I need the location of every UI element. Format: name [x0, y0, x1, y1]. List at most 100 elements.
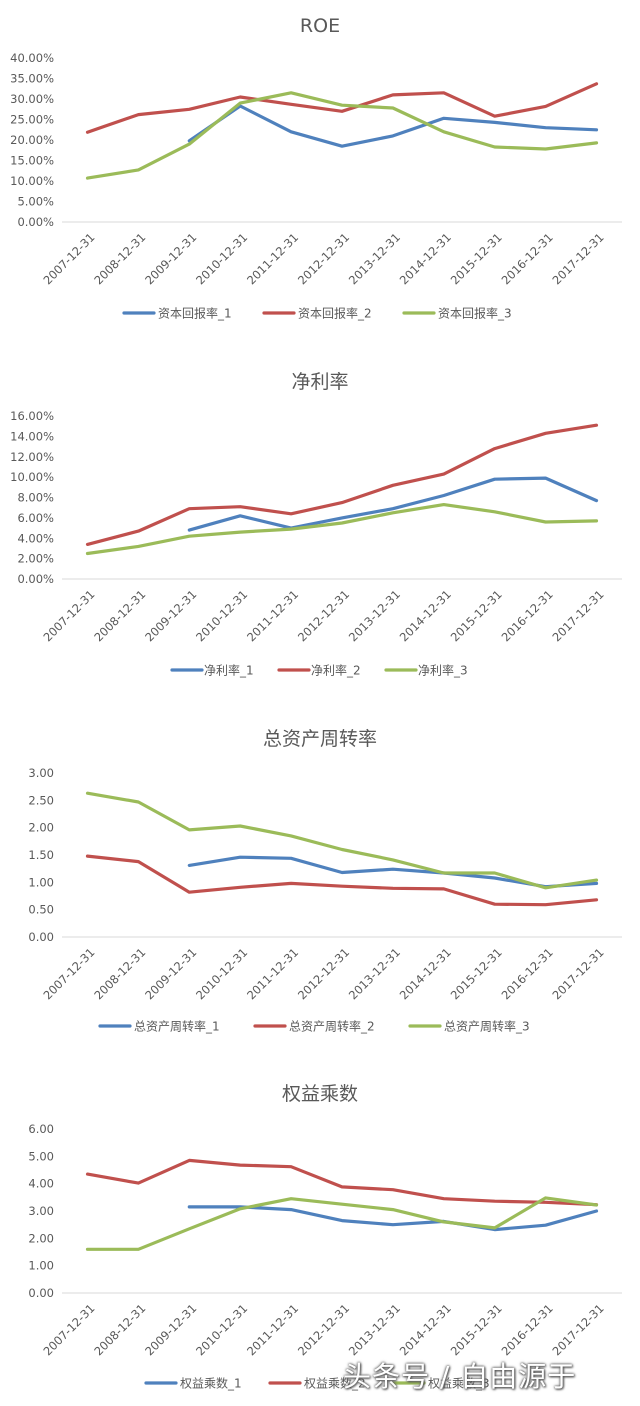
x-tick-label: 2016-12-31	[499, 945, 556, 1002]
y-tick-label: 10.00%	[10, 174, 54, 188]
x-tick-label: 2017-12-31	[550, 230, 607, 287]
x-tick-label: 2013-12-31	[346, 945, 403, 1002]
series-line-3	[85, 91, 599, 180]
series-line-3	[85, 791, 599, 890]
legend-label-2: 资本回报率_2	[298, 306, 372, 321]
chart-3: 总资产周转率 0.00 0.50 1.00 1.50 2.00 2.50 3.00 2007-1…	[28, 728, 622, 1034]
x-tick-label: 2014-12-31	[397, 945, 454, 1002]
x-tick-label: 2011-12-31	[244, 587, 301, 644]
series-line-3	[85, 1196, 599, 1251]
y-tick-label: 14.00%	[10, 429, 54, 443]
y-tick-label: 1.00	[28, 875, 54, 889]
y-tick-label: 8.00%	[17, 491, 54, 505]
x-tick-label: 2012-12-31	[295, 945, 352, 1002]
x-tick-label: 2016-12-31	[499, 1301, 556, 1358]
x-tick-label: 2016-12-31	[499, 230, 556, 287]
y-tick-label: 16.00%	[10, 409, 54, 423]
y-tick-label: 0.00%	[17, 215, 54, 229]
x-tick-label: 2010-12-31	[193, 230, 250, 287]
series-line-2	[85, 423, 599, 547]
y-tick-label: 4.00%	[17, 531, 54, 545]
series-line-2	[85, 82, 599, 134]
y-tick-label: 35.00%	[10, 72, 54, 86]
y-tick-label: 12.00%	[10, 450, 54, 464]
legend-label-1: 权益乘数_1	[180, 1376, 242, 1391]
legend-label-3: 净利率_3	[418, 663, 468, 678]
x-tick-label: 2009-12-31	[142, 587, 199, 644]
chart-4: 权益乘数 0.00 1.00 2.00 3.00 4.00 5.00 6.00 2007-12-…	[28, 1083, 622, 1391]
chart-1: ROE 0.00% 5.00% 10.00% 15.00% 20.00% 25.00% 30.…	[10, 15, 622, 321]
x-tick-label: 2014-12-31	[397, 1301, 454, 1358]
chart-2: 净利率 0.00% 2.00% 4.00% 6.00% 8.00% 10.00% 12.00%…	[10, 371, 622, 678]
x-tick-label: 2012-12-31	[295, 1301, 352, 1358]
legend-label-3: 资本回报率_3	[438, 306, 512, 321]
x-tick-label: 2012-12-31	[295, 587, 352, 644]
y-tick-label: 5.00	[28, 1149, 54, 1163]
x-tick-label: 2013-12-31	[346, 1301, 403, 1358]
y-tick-label: 4.00	[28, 1177, 54, 1191]
series-line-1	[187, 855, 599, 889]
y-tick-label: 2.00%	[17, 552, 54, 566]
y-tick-label: 20.00%	[10, 133, 54, 147]
y-tick-label: 6.00%	[17, 511, 54, 525]
series-line-2	[85, 1158, 599, 1207]
y-tick-label: 0.00	[28, 1286, 54, 1300]
chart-title: ROE	[300, 15, 340, 37]
legend-label-3: 权益乘数_3	[428, 1376, 490, 1391]
y-tick-label: 3.00	[28, 1204, 54, 1218]
y-tick-label: 3.00	[28, 766, 54, 780]
legend-label-1: 总资产周转率_1	[134, 1019, 220, 1034]
x-tick-label: 2013-12-31	[346, 230, 403, 287]
x-tick-label: 2007-12-31	[40, 230, 97, 287]
series-line-3	[85, 503, 599, 556]
series-line-1	[187, 476, 599, 532]
x-tick-label: 2017-12-31	[550, 945, 607, 1002]
y-tick-label: 1.50	[28, 848, 54, 862]
x-tick-label: 2008-12-31	[91, 1301, 148, 1358]
x-tick-label: 2017-12-31	[550, 587, 607, 644]
x-tick-label: 2015-12-31	[448, 230, 505, 287]
x-tick-label: 2009-12-31	[142, 230, 199, 287]
x-tick-label: 2013-12-31	[346, 587, 403, 644]
x-tick-label: 2011-12-31	[244, 1301, 301, 1358]
y-tick-label: 0.50	[28, 903, 54, 917]
x-tick-label: 2007-12-31	[40, 945, 97, 1002]
x-tick-label: 2014-12-31	[397, 230, 454, 287]
legend-label-1: 净利率_1	[204, 663, 254, 678]
y-tick-label: 2.00	[28, 1231, 54, 1245]
x-tick-label: 2010-12-31	[193, 587, 250, 644]
legend-label-2: 总资产周转率_2	[289, 1019, 375, 1034]
y-tick-label: 0.00%	[17, 572, 54, 586]
y-tick-label: 2.50	[28, 793, 54, 807]
y-tick-label: 25.00%	[10, 113, 54, 127]
y-tick-label: 5.00%	[17, 195, 54, 209]
x-tick-label: 2011-12-31	[244, 945, 301, 1002]
y-tick-label: 1.00	[28, 1259, 54, 1273]
y-tick-label: 30.00%	[10, 92, 54, 106]
y-tick-label: 6.00	[28, 1122, 54, 1136]
chart-title: 权益乘数	[282, 1083, 358, 1105]
y-tick-label: 0.00	[28, 930, 54, 944]
legend-label-2: 净利率_2	[311, 663, 361, 678]
x-tick-label: 2007-12-31	[40, 1301, 97, 1358]
x-tick-label: 2015-12-31	[448, 587, 505, 644]
x-tick-label: 2014-12-31	[397, 587, 454, 644]
watermark-text: 头条号 / 自由源于	[343, 1360, 577, 1393]
x-tick-label: 2008-12-31	[91, 945, 148, 1002]
x-tick-label: 2017-12-31	[550, 1301, 607, 1358]
series-line-1	[187, 104, 599, 148]
y-tick-label: 15.00%	[10, 154, 54, 168]
x-tick-label: 2007-12-31	[40, 587, 97, 644]
x-tick-label: 2012-12-31	[295, 230, 352, 287]
x-tick-label: 2015-12-31	[448, 1301, 505, 1358]
y-tick-label: 10.00%	[10, 470, 54, 484]
x-tick-label: 2009-12-31	[142, 1301, 199, 1358]
x-tick-label: 2008-12-31	[91, 587, 148, 644]
y-tick-label: 40.00%	[10, 51, 54, 65]
legend-label-3: 总资产周转率_3	[444, 1019, 530, 1034]
chart-title: 净利率	[291, 371, 348, 393]
legend-label-1: 资本回报率_1	[158, 306, 232, 321]
x-tick-label: 2015-12-31	[448, 945, 505, 1002]
chart-title: 总资产周转率	[263, 728, 377, 750]
